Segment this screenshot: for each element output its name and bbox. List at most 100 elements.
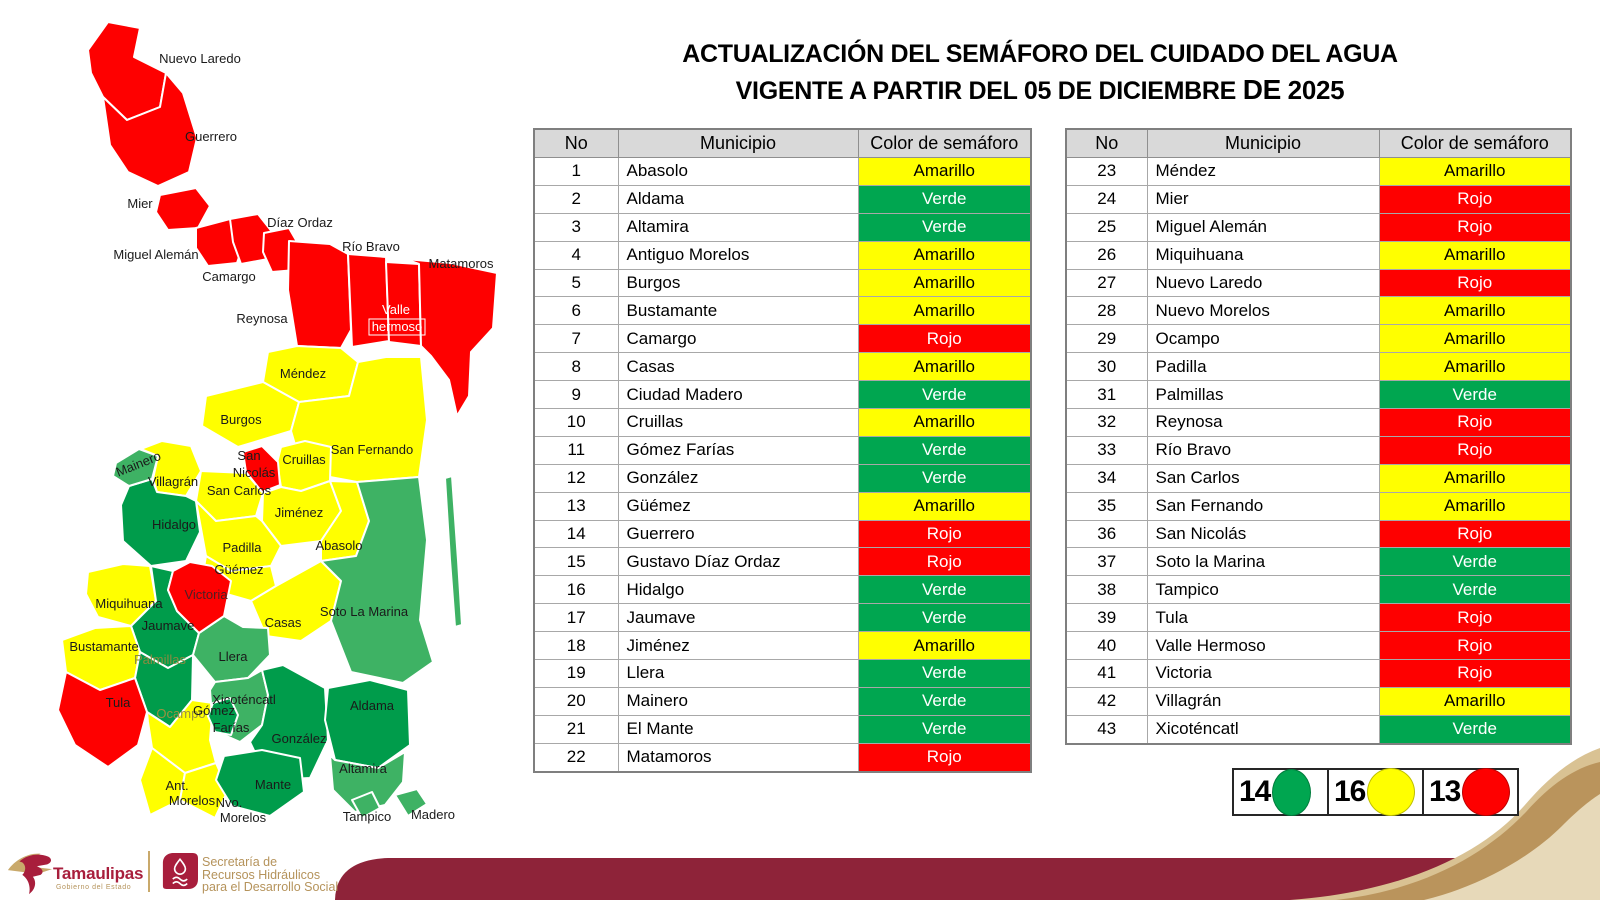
cell-number: 23 [1065,157,1148,186]
cell-municipio: Aldama [617,184,859,214]
map-label: San Carlos [207,483,272,498]
map-label: Tampico [343,809,391,824]
tamaulipas-map: Nuevo Laredo Guerrero Mier Díaz Ordaz Miguel… [57,21,498,825]
legend-count: 16 [1334,775,1366,808]
legend: 14 16 13 [1232,768,1519,816]
cell-number: 10 [533,408,619,437]
cell-number: 25 [1065,212,1148,242]
table-row: 9 Ciudad Madero Verde [533,380,1032,410]
map-label: Tula [106,695,132,710]
department-name: Secretaría de Recursos Hidráulicos para … [202,855,339,894]
cell-semaforo-color: Rojo [857,324,1032,354]
cell-number: 16 [533,575,619,605]
map-label: Abasolo [316,538,363,553]
cell-semaforo-color: Rojo [1378,603,1572,633]
map-label: Gómez [193,703,235,718]
cell-semaforo-color: Verde [857,659,1032,688]
map-label: Aldama [350,698,395,713]
cell-municipio: Río Bravo [1146,435,1380,465]
map-label: Mier [127,196,153,211]
map-label: Miquihuana [95,596,163,611]
legend-circle-icon [1272,768,1312,816]
cell-municipio: Cruillas [617,408,859,437]
table-row: 32 Reynosa Rojo [1065,408,1572,437]
cell-municipio: Xicoténcatl [1146,714,1380,745]
map-label: San Fernando [331,442,413,457]
table-row: 15 Gustavo Díaz Ordaz Rojo [533,547,1032,577]
cell-number: 31 [1065,380,1148,410]
semaforo-table: No Municipio Color de semáforo 1 Abasolo Amar… [533,128,1032,773]
cell-municipio: Guerrero [617,519,859,549]
map-region-reynosa [287,240,352,349]
cell-number: 7 [533,324,619,354]
cell-municipio: San Fernando [1146,491,1380,521]
map-label: Altamira [339,761,387,776]
table-row: 28 Nuevo Morelos Amarillo [1065,296,1572,326]
table-row: 6 Bustamante Amarillo [533,296,1032,326]
cell-semaforo-color: Verde [857,714,1032,744]
map-label: Victoria [184,587,228,602]
map-label: Palmillas [134,652,187,667]
map-label: Guerrero [185,129,237,144]
cell-semaforo-color: Rojo [1378,212,1572,242]
map-region-mier [155,187,211,231]
cell-number: 14 [533,519,619,549]
table-row: 41 Victoria Rojo [1065,659,1572,688]
municipality-table-1: No Municipio Color de semáforo 1 Abasolo Amar… [533,128,1032,773]
map-label-box [368,318,426,336]
table-row: 43 Xicoténcatl Verde [1065,714,1572,745]
column-header: Municipio [617,128,859,158]
cell-number: 39 [1065,603,1148,633]
cell-municipio: Gómez Farías [617,435,859,465]
cell-number: 27 [1065,268,1148,298]
table-row: 36 San Nicolás Rojo [1065,519,1572,549]
cell-number: 9 [533,380,619,410]
page-title: ACTUALIZACIÓN DEL SEMÁFORO DEL CUIDADO D… [520,36,1560,109]
table-row: 13 Güémez Amarillo [533,491,1032,521]
cell-municipio: Tampico [1146,575,1380,605]
cell-municipio: Güémez [617,491,859,521]
cell-number: 11 [533,435,619,465]
cell-semaforo-color: Amarillo [857,157,1032,186]
cell-municipio: Jaumave [617,603,859,633]
cell-number: 29 [1065,324,1148,354]
map-label: Farías [213,720,250,735]
cell-municipio: Miquihuana [1146,240,1380,270]
cell-municipio: Victoria [1146,659,1380,688]
cell-municipio: Reynosa [1146,408,1380,437]
cell-municipio: Jiménez [617,631,859,661]
tamaulipas-logo-subtext: Gobierno del Estado [56,884,132,891]
map-label: Nvo. [216,795,243,810]
cell-municipio: Matamoros [617,742,859,773]
cell-municipio: Méndez [1146,157,1380,186]
map-label: Matamoros [428,256,494,271]
cell-number: 6 [533,296,619,326]
table-row: 11 Gómez Farías Verde [533,435,1032,465]
map-label: Reynosa [236,311,288,326]
cell-municipio: Antiguo Morelos [617,240,859,270]
footer-decoration [335,748,1600,900]
map-label: Morelos [220,810,267,825]
municipality-table-2: No Municipio Color de semáforo 23 Méndez Amar… [1065,128,1572,745]
legend-circle-icon [1462,768,1511,816]
cell-semaforo-color: Amarillo [857,268,1032,298]
table-row: 4 Antiguo Morelos Amarillo [533,240,1032,270]
map-label: Bustamante [69,639,138,654]
table-row: 35 San Fernando Amarillo [1065,491,1572,521]
footer-swoosh-inner-icon [1424,794,1600,900]
cell-semaforo-color: Amarillo [1378,352,1572,382]
cell-semaforo-color: Rojo [1378,519,1572,549]
cell-number: 2 [533,184,619,214]
water-department-icon [162,853,198,889]
legend-count: 13 [1429,775,1461,808]
map-label: Madero [411,807,455,822]
column-header: Color de semáforo [1378,128,1572,158]
table-row: 25 Miguel Alemán Rojo [1065,212,1572,242]
cell-number: 35 [1065,491,1148,521]
legend-count: 14 [1239,775,1271,808]
cell-municipio: San Nicolás [1146,519,1380,549]
map-label: Ant. [165,778,188,793]
cell-number: 28 [1065,296,1148,326]
map-label: Valle [382,302,410,317]
legend-item: 13 [1422,768,1519,816]
